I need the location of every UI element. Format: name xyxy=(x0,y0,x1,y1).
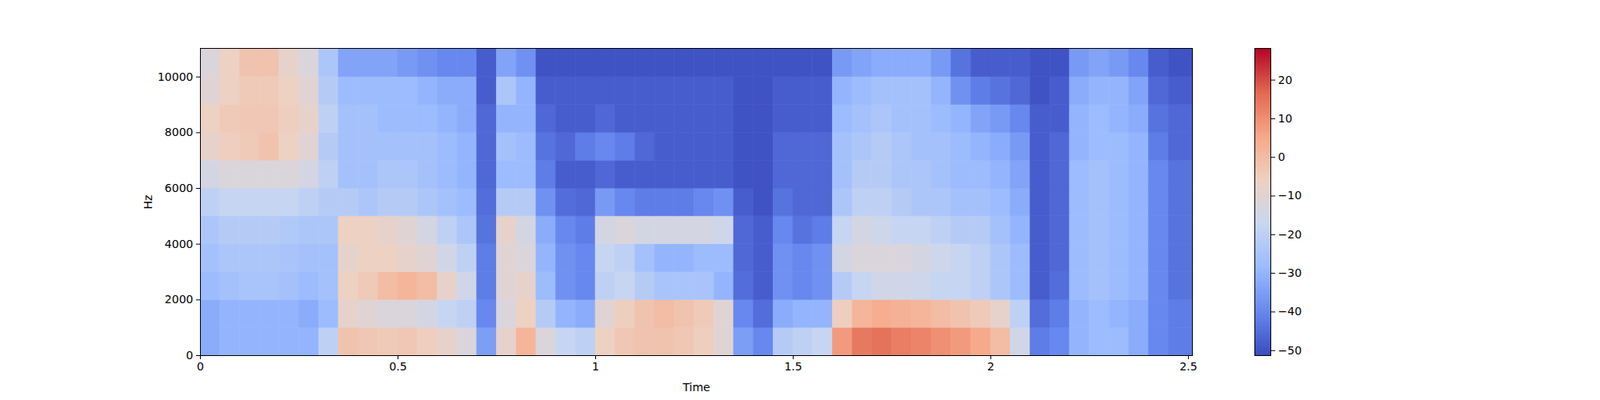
svg-text:10: 10 xyxy=(1278,112,1293,125)
svg-text:−10: −10 xyxy=(1278,188,1303,202)
svg-text:2: 2 xyxy=(987,360,995,373)
svg-text:4000: 4000 xyxy=(164,237,194,251)
svg-text:Time: Time xyxy=(681,380,710,394)
svg-text:1: 1 xyxy=(592,360,600,373)
svg-text:0: 0 xyxy=(186,348,194,362)
svg-text:0.5: 0.5 xyxy=(388,360,407,373)
svg-text:8000: 8000 xyxy=(164,125,194,139)
svg-text:2000: 2000 xyxy=(164,292,194,306)
svg-text:1.5: 1.5 xyxy=(784,360,802,373)
svg-text:−50: −50 xyxy=(1278,344,1303,357)
svg-text:Hz: Hz xyxy=(141,195,155,210)
svg-text:−20: −20 xyxy=(1278,228,1303,241)
svg-text:6000: 6000 xyxy=(164,181,194,195)
svg-text:−30: −30 xyxy=(1278,266,1303,280)
svg-text:−40: −40 xyxy=(1278,304,1303,318)
svg-text:2.5: 2.5 xyxy=(1179,360,1197,373)
svg-text:0: 0 xyxy=(1278,150,1286,164)
svg-text:0: 0 xyxy=(196,360,204,373)
svg-text:10000: 10000 xyxy=(157,70,194,84)
svg-text:20: 20 xyxy=(1278,73,1293,87)
